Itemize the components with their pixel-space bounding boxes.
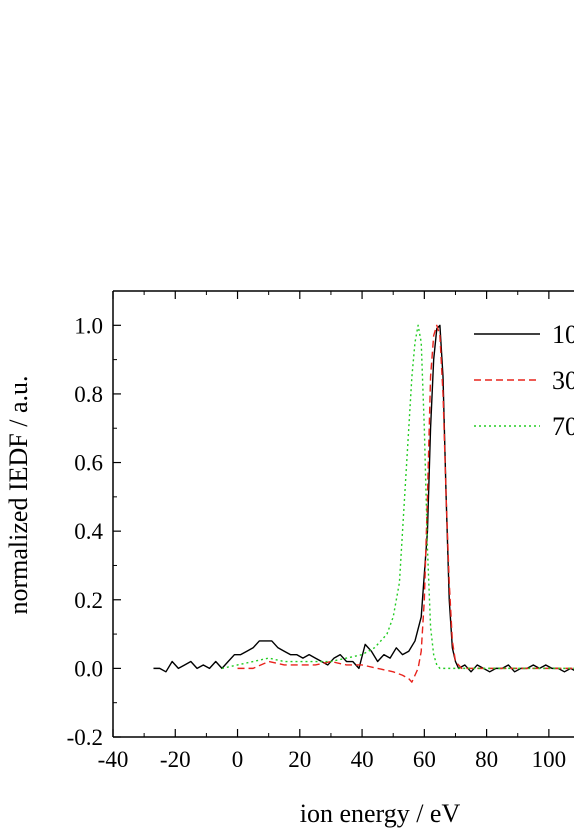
y-axis-title: normalized IEDF / a.u.	[4, 376, 33, 615]
y-tick-label: 1.0	[74, 313, 103, 338]
y-tick-label: 0.8	[74, 382, 103, 407]
y-tick-label: -0.2	[67, 725, 103, 750]
y-tick-label: 0.2	[74, 588, 103, 613]
series-line-10	[153, 324, 574, 673]
x-tick-label: -20	[160, 747, 191, 772]
y-tick-label: 0.0	[74, 656, 103, 681]
x-tick-label: 0	[232, 747, 244, 772]
series-line-30	[237, 324, 574, 683]
x-tick-label: 80	[475, 747, 498, 772]
series-group	[153, 324, 574, 683]
x-axis-title: ion energy / eV	[300, 799, 461, 828]
legend-label: 10	[552, 320, 574, 349]
x-tick-label: 60	[413, 747, 436, 772]
series-line-70	[221, 324, 574, 670]
legend: 10 30 70	[474, 320, 574, 441]
x-tick-label: 20	[288, 747, 311, 772]
x-tick-label: 40	[351, 747, 374, 772]
y-tick-label: 0.4	[74, 519, 103, 544]
y-tick-label: 0.6	[74, 451, 103, 476]
x-tick-label: -40	[98, 747, 129, 772]
legend-label: 30	[552, 366, 574, 395]
x-tick-label: 100	[532, 747, 567, 772]
legend-label: 70	[552, 412, 574, 441]
